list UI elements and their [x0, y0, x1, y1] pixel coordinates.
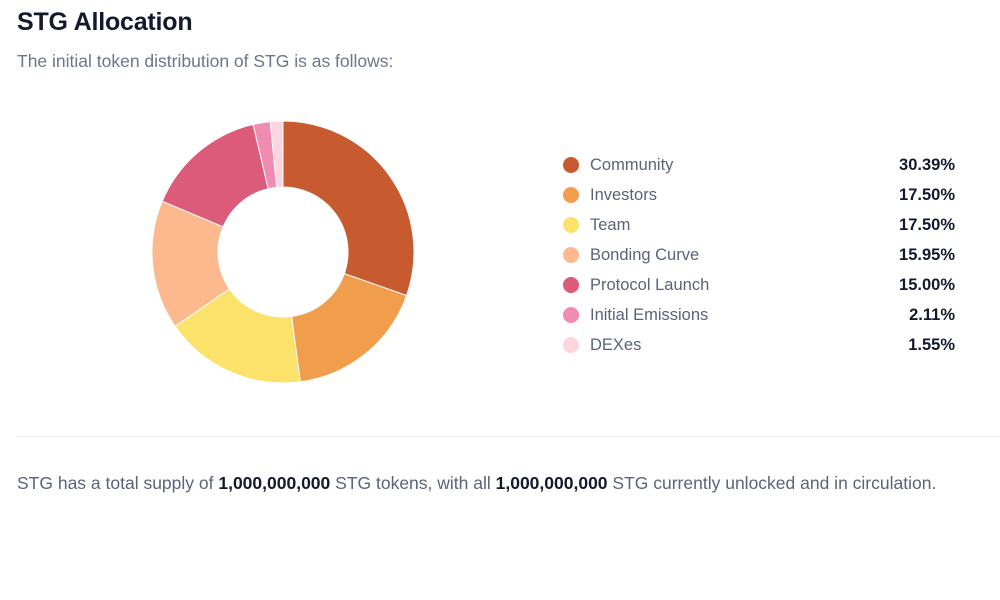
legend-label: Protocol Launch [590, 275, 710, 294]
supply-text: STG tokens, with all [330, 473, 496, 493]
donut-slice-community[interactable] [282, 120, 415, 297]
supply-description: STG has a total supply of 1,000,000,000 … [17, 470, 977, 497]
donut-slice-dexes[interactable] [269, 120, 284, 188]
legend-swatch-icon [563, 217, 579, 233]
supply-text: STG currently unlocked and in circulatio… [607, 473, 937, 493]
page-title: STG Allocation [17, 8, 193, 36]
legend-label: Bonding Curve [590, 245, 700, 264]
donut-slice-team[interactable] [174, 288, 301, 384]
legend-swatch-icon [563, 337, 579, 353]
total-supply-value: 1,000,000,000 [218, 473, 331, 493]
legend-label: Community [590, 155, 674, 174]
legend-label: Investors [590, 185, 657, 204]
legend-value: 17.50% [899, 185, 955, 204]
allocation-donut-chart [151, 120, 415, 384]
legend-value: 30.39% [899, 155, 955, 174]
section-divider [16, 436, 1000, 437]
legend-label: DEXes [590, 335, 642, 354]
legend-swatch-icon [563, 307, 579, 323]
legend-label: Team [590, 215, 631, 234]
legend-value: 2.11% [909, 305, 955, 324]
page-subtitle: The initial token distribution of STG is… [17, 51, 394, 71]
legend-item-bonding-curve[interactable]: Bonding Curve 15.95% [563, 240, 955, 270]
legend-item-community[interactable]: Community 30.39% [563, 150, 955, 180]
legend-swatch-icon [563, 187, 579, 203]
legend-value: 1.55% [908, 335, 955, 354]
legend-swatch-icon [563, 277, 579, 293]
legend-value: 17.50% [899, 215, 955, 234]
donut-slice-investors[interactable] [291, 272, 408, 383]
legend-item-dexes[interactable]: DEXes 1.55% [563, 330, 955, 360]
legend-item-initial-emissions[interactable]: Initial Emissions 2.11% [563, 300, 955, 330]
legend-swatch-icon [563, 247, 579, 263]
legend-swatch-icon [563, 157, 579, 173]
legend-item-protocol-launch[interactable]: Protocol Launch 15.00% [563, 270, 955, 300]
legend-value: 15.00% [899, 275, 955, 294]
supply-text: STG has a total supply of [17, 473, 219, 493]
legend-label: Initial Emissions [590, 305, 709, 324]
legend-item-investors[interactable]: Investors 17.50% [563, 180, 955, 210]
chart-legend: Community 30.39% Investors 17.50% Team 1… [563, 150, 955, 360]
legend-value: 15.95% [899, 245, 955, 264]
unlocked-supply-value: 1,000,000,000 [495, 473, 608, 493]
legend-item-team[interactable]: Team 17.50% [563, 210, 955, 240]
